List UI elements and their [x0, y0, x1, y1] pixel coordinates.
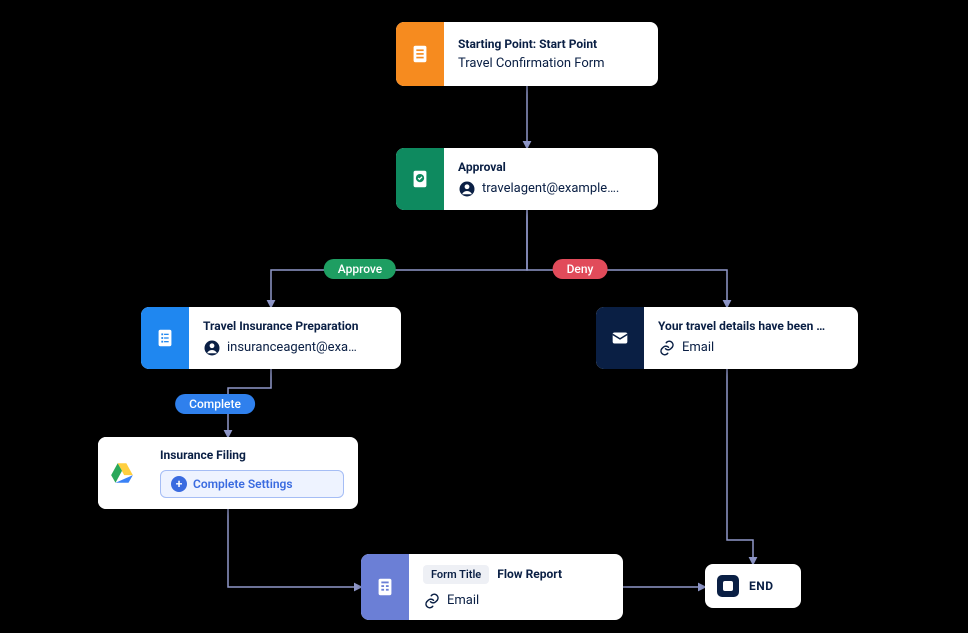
node-end[interactable]: END: [705, 564, 801, 608]
complete-settings-button[interactable]: + Complete Settings: [160, 470, 344, 498]
end-label: END: [749, 579, 774, 593]
node-title: Insurance Filing: [160, 448, 344, 464]
report-icon: [361, 554, 409, 620]
node-subtitle: Travel Confirmation Form: [458, 56, 644, 71]
link-icon: [658, 339, 676, 357]
node-denied-email[interactable]: Your travel details have been … Email: [596, 307, 858, 369]
node-insurance-prep[interactable]: Travel Insurance Preparation insuranceag…: [141, 307, 401, 369]
user-icon: [203, 339, 221, 357]
email-icon: [596, 307, 644, 369]
node-subtitle: insuranceagent@exa…: [203, 339, 387, 357]
node-subtitle: Email: [658, 339, 844, 357]
plus-icon: +: [171, 476, 187, 492]
approval-icon: [396, 148, 444, 210]
node-title-row: Form Title Flow Report: [423, 565, 609, 584]
stop-icon: [717, 575, 739, 597]
checklist-icon: [141, 307, 189, 369]
node-title: Starting Point: Start Point: [458, 37, 644, 53]
node-subtitle: travelagent@example….: [458, 180, 644, 198]
node-start-point[interactable]: Starting Point: Start Point Travel Confi…: [396, 22, 658, 86]
edge-label-approve: Approve: [324, 259, 396, 279]
node-title: Travel Insurance Preparation: [203, 319, 387, 335]
node-flow-report[interactable]: Form Title Flow Report Email: [361, 554, 623, 620]
drive-icon: [98, 437, 146, 509]
node-subtitle: Email: [423, 592, 609, 610]
node-title: Approval: [458, 160, 644, 176]
node-approval[interactable]: Approval travelagent@example….: [396, 148, 658, 210]
flow-report-label: Flow Report: [497, 567, 562, 581]
node-title: Your travel details have been …: [658, 319, 844, 335]
form-title-tag: Form Title: [423, 565, 489, 584]
user-icon: [458, 180, 476, 198]
edge-label-deny: Deny: [553, 259, 608, 279]
link-icon: [423, 592, 441, 610]
form-icon: [396, 22, 444, 86]
edge-label-complete: Complete: [175, 394, 255, 414]
node-insurance-filing[interactable]: Insurance Filing + Complete Settings: [98, 437, 358, 509]
